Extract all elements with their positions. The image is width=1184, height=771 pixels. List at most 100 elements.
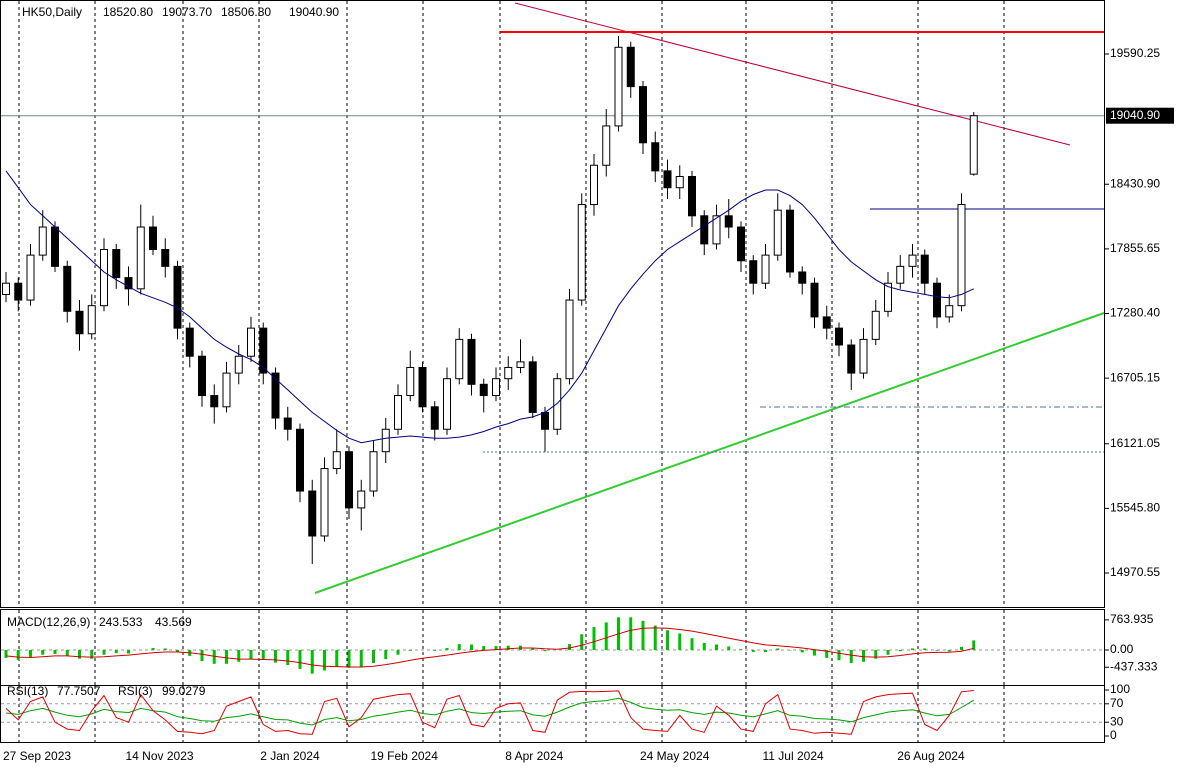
y-tick-label: 0 xyxy=(1110,728,1117,742)
candle-body xyxy=(443,378,451,430)
candle-body xyxy=(871,310,880,340)
candle-body xyxy=(394,395,402,430)
candle-body xyxy=(124,277,133,290)
y-tick-label: 70 xyxy=(1110,696,1124,710)
candle-body xyxy=(479,383,488,397)
rsi-pane xyxy=(0,685,1105,743)
candle-body xyxy=(737,226,745,262)
candle-body xyxy=(51,226,59,267)
candle-body xyxy=(455,338,464,380)
candle-body xyxy=(528,361,537,413)
x-tick-label: 2 Jan 2024 xyxy=(260,749,320,763)
candle-body xyxy=(406,366,415,397)
candle-body xyxy=(283,417,292,430)
candle-body xyxy=(492,378,500,397)
candle-body xyxy=(2,282,10,295)
rsi-value: 99.0279 xyxy=(162,684,206,698)
y-tick-label: 0.00 xyxy=(1110,642,1134,656)
y-tick-label: 18430.90 xyxy=(1110,176,1160,190)
candle-body xyxy=(786,209,794,273)
candle-body xyxy=(957,204,966,307)
candle-body xyxy=(933,282,941,318)
y-tick-label: 16705.15 xyxy=(1110,370,1160,384)
y-tick-label: 16121.05 xyxy=(1110,436,1160,450)
y-tick-label: -437.333 xyxy=(1110,659,1158,673)
candle-body xyxy=(504,366,513,380)
candle-body xyxy=(271,372,280,419)
x-tick-label: 24 May 2024 xyxy=(640,749,710,763)
candle-body xyxy=(357,490,366,509)
candle-body xyxy=(75,310,84,335)
candle-body xyxy=(773,209,782,256)
moving-average xyxy=(5,170,975,444)
candle-body xyxy=(614,46,623,127)
candle-body xyxy=(884,282,892,312)
candle-body xyxy=(430,406,439,430)
y-tick-label: 19590.25 xyxy=(1110,46,1160,60)
close-label: 19040.90 xyxy=(289,5,339,19)
candle-body xyxy=(835,327,843,346)
x-tick-label: 8 Apr 2024 xyxy=(505,749,563,763)
y-tick-label: 15545.80 xyxy=(1110,501,1160,515)
y-tick-label: 763.935 xyxy=(1110,612,1154,626)
open-label: 18520.80 xyxy=(103,5,153,19)
macd-header: MACD(12,26,9) 243.533 43.569 xyxy=(7,615,192,629)
candle-body xyxy=(185,327,194,357)
rsi-header: RSI(13) 77.7507 RSI(3) 99.0279 xyxy=(7,684,206,698)
grid xyxy=(1,1,1104,742)
y-tick-label: 17855.65 xyxy=(1110,241,1160,255)
candle-body xyxy=(761,254,770,284)
macd-value: 243.533 xyxy=(99,615,143,629)
candle-body xyxy=(259,327,268,374)
candle-body xyxy=(969,115,978,175)
candle-body xyxy=(822,316,831,329)
candle-body xyxy=(590,164,598,206)
header: HK50,Daily 18520.80 19073.70 18506.80 19040.… xyxy=(22,5,339,19)
x-tick-label: 26 Aug 2024 xyxy=(897,749,965,763)
candle-body xyxy=(418,366,427,408)
candle-body xyxy=(639,86,647,144)
candle-body xyxy=(296,428,304,492)
rsi-line xyxy=(5,690,974,735)
x-tick-label: 14 Nov 2023 xyxy=(126,749,194,763)
candle-body xyxy=(626,46,635,88)
candle-body xyxy=(724,215,733,228)
candle-body xyxy=(651,142,660,172)
candle-body xyxy=(222,372,231,408)
symbol: HK50,Daily xyxy=(22,5,82,19)
candle-body xyxy=(345,451,353,509)
candle-body xyxy=(63,265,72,312)
macd-signal xyxy=(5,627,974,668)
candle-body xyxy=(675,175,684,189)
y-tick-label: 14970.55 xyxy=(1110,565,1160,579)
candle-body xyxy=(26,254,35,301)
candle-body xyxy=(149,226,157,251)
candle-body xyxy=(908,254,917,267)
candle-body xyxy=(516,361,525,368)
candle-body xyxy=(859,338,868,374)
current-price-box xyxy=(1106,107,1174,124)
candle-body xyxy=(247,327,255,357)
candle-body xyxy=(38,226,47,256)
candle-body xyxy=(663,170,672,189)
y-tick-label: 17280.40 xyxy=(1110,306,1160,320)
candle-body xyxy=(332,451,341,470)
candle-body xyxy=(847,344,856,374)
rsi-value: 77.7507 xyxy=(57,684,101,698)
y-tick-label: 30 xyxy=(1110,714,1124,728)
candle-body xyxy=(577,204,586,301)
candle-body xyxy=(688,175,696,217)
price-pane xyxy=(0,0,1105,608)
high-label: 19073.70 xyxy=(162,5,212,19)
candle-body xyxy=(945,305,954,318)
support-trendline xyxy=(314,312,1105,594)
x-tick-label: 11 Jul 2024 xyxy=(763,749,824,763)
candle-body xyxy=(712,215,721,245)
plot xyxy=(2,36,978,735)
y-tick-label: 100 xyxy=(1110,682,1130,696)
signal-value: 43.569 xyxy=(155,615,192,629)
candle-body xyxy=(308,490,317,537)
candle-body xyxy=(112,249,121,279)
candle-body xyxy=(210,395,219,408)
